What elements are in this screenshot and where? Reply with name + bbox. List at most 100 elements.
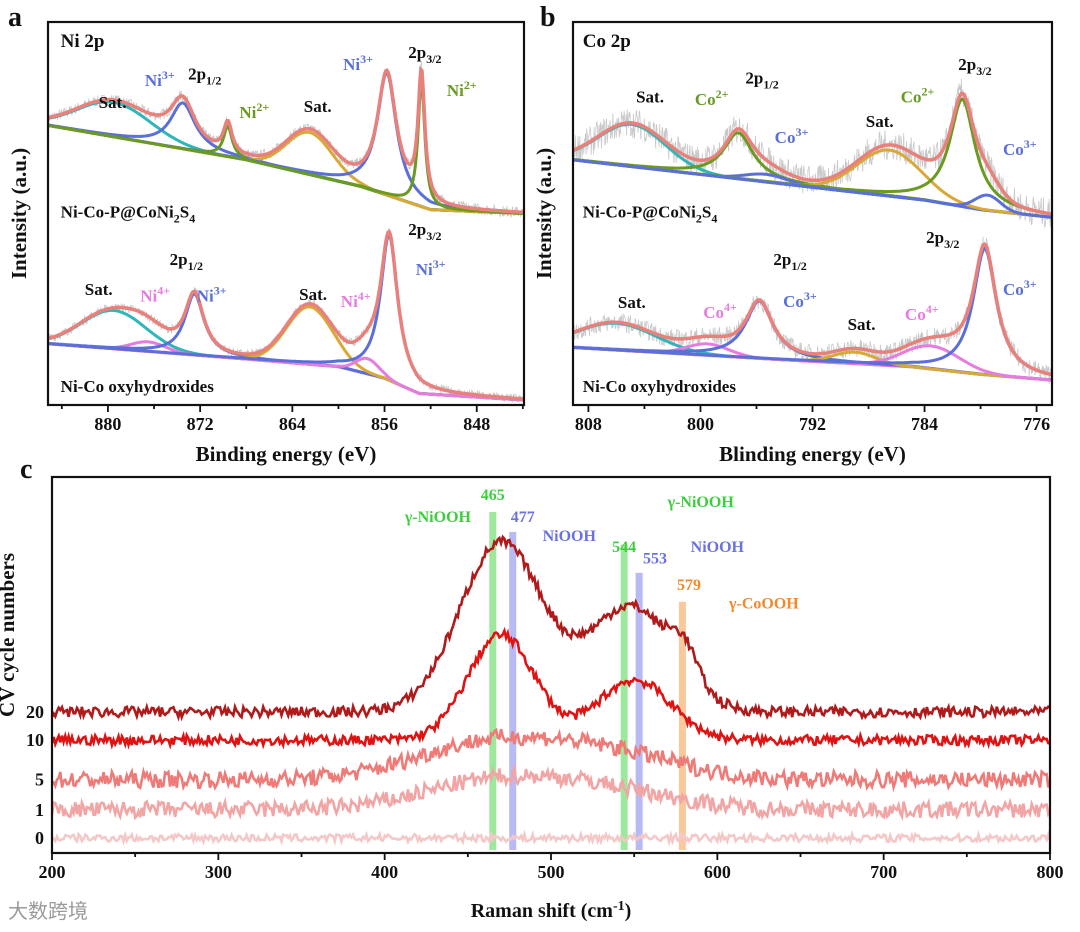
peak-label: 2p3/2 <box>408 43 441 66</box>
label-part: Sat. <box>866 112 894 131</box>
x-tick-label: 700 <box>870 862 897 882</box>
label-part: 3+ <box>1024 277 1037 291</box>
x-axis-title: Blinding energy (eV) <box>719 442 906 466</box>
x-tick-label: 808 <box>575 414 602 434</box>
label-part: Ni <box>140 287 157 306</box>
label-part: 1/2 <box>188 259 203 273</box>
label-part: -1 <box>613 899 625 914</box>
label-part: 3/2 <box>944 237 959 251</box>
label-part: 4+ <box>157 284 170 298</box>
x-tick-label: 848 <box>463 414 490 434</box>
label-part: 3+ <box>795 125 808 139</box>
cycle-label: 20 <box>26 702 44 722</box>
label-part: 4 <box>711 211 717 225</box>
raw-data-line <box>572 78 1053 228</box>
panel-letter: a <box>8 2 22 33</box>
peak-label: Ni2+ <box>239 100 269 122</box>
label-part: 4 <box>189 211 195 225</box>
label-part: 2p <box>408 43 426 62</box>
x-tick-label: 880 <box>94 414 121 434</box>
raw-data-line <box>47 227 525 403</box>
watermark: 大数跨境 <box>8 899 88 923</box>
label-part: 1/2 <box>791 259 806 273</box>
sample-label: Ni-Co oxyhydroxides <box>583 377 737 396</box>
label-part: 2+ <box>464 78 477 92</box>
fit-envelope-line <box>47 229 525 401</box>
phase-label: γ-NiOOH <box>667 494 735 511</box>
label-part: Co <box>905 305 926 324</box>
peak-label: Co3+ <box>783 289 817 311</box>
spectrum-0 <box>572 78 1053 228</box>
label-part: Co <box>695 90 716 109</box>
label-part: 3+ <box>804 289 817 303</box>
x-tick-label: 784 <box>911 414 938 434</box>
label-part: Co <box>703 303 724 322</box>
peak-label: Ni 2p <box>61 31 105 52</box>
peak-label: Ni3+ <box>197 284 227 306</box>
peak-label: Ni2+ <box>447 78 477 100</box>
x-axis-title: Raman shift (cm-1) <box>471 899 632 922</box>
peak-label: 2p3/2 <box>958 55 991 78</box>
label-part: Sat. <box>85 280 113 299</box>
spectrum-cycle-1 <box>50 762 1052 822</box>
label-part: 2 <box>174 211 180 225</box>
label-part: Co <box>1003 140 1024 159</box>
label-part: Ni <box>343 55 360 74</box>
label-part: Sat. <box>848 315 876 334</box>
label-part: Ni-Co oxyhydroxides <box>583 377 737 396</box>
peak-label: Co4+ <box>905 302 939 324</box>
peak-label: Co2+ <box>695 87 729 109</box>
x-tick-label: 500 <box>538 862 565 882</box>
x-tick-label: 864 <box>279 414 306 434</box>
peak-label: 2p1/2 <box>745 68 778 91</box>
label-part: 2+ <box>922 84 935 98</box>
label-part: 4+ <box>358 289 371 303</box>
x-tick-label: 300 <box>205 862 232 882</box>
fit-envelope-line <box>572 242 1053 377</box>
fit-component-line <box>47 100 524 215</box>
phase-label: γ-NiOOH <box>404 509 472 526</box>
plot-area <box>572 78 1053 384</box>
label-part: Ni-Co-P@CoNi <box>61 202 174 221</box>
phase-label: γ-CoOOH <box>728 596 799 613</box>
x-tick-label: 792 <box>799 414 826 434</box>
x-tick-label: 872 <box>187 414 214 434</box>
label-part: Ni <box>416 260 433 279</box>
label-part: Sat. <box>304 97 332 116</box>
phase-label: NiOOH <box>543 528 597 545</box>
label-part: 2p <box>773 250 791 269</box>
peak-label: 2p3/2 <box>408 220 441 243</box>
label-part: Co <box>1003 280 1024 299</box>
label-part: 3+ <box>214 284 227 298</box>
fit-envelope-line <box>47 65 524 215</box>
x-tick-label: 400 <box>371 862 398 882</box>
panel-letter: c <box>20 454 32 485</box>
x-tick-label: 600 <box>704 862 731 882</box>
peak-label: Ni4+ <box>341 289 371 311</box>
label-part: 2p <box>926 228 944 247</box>
peak-label: Sat. <box>85 280 113 299</box>
label-part: Co <box>901 87 922 106</box>
peak-label: Co4+ <box>703 300 737 322</box>
peak-label: Ni3+ <box>343 52 373 74</box>
label-part: 3/2 <box>426 52 441 66</box>
peak-label: 2p1/2 <box>773 250 806 273</box>
fit-component-line <box>47 101 524 215</box>
peak-label: Co3+ <box>1003 277 1037 299</box>
label-part: S <box>702 202 711 221</box>
x-axis-title: Binding energy (eV) <box>196 442 377 466</box>
peak-label: Co 2p <box>583 31 631 52</box>
label-part: Ni <box>447 81 464 100</box>
label-part: Ni <box>341 292 358 311</box>
label-part: 2p <box>408 220 426 239</box>
peak-label: Sat. <box>636 87 664 106</box>
y-axis-title: Intensity (a.u.) <box>7 148 31 279</box>
label-part: Co 2p <box>583 31 631 52</box>
spectrum-1 <box>47 227 525 403</box>
label-part: 3+ <box>162 68 175 82</box>
spectrum-cycle-10 <box>50 626 1051 750</box>
cycle-label: 10 <box>26 730 44 750</box>
label-part: 1/2 <box>763 77 778 91</box>
band-label: 465 <box>481 487 505 504</box>
peak-label: Sat. <box>618 293 646 312</box>
